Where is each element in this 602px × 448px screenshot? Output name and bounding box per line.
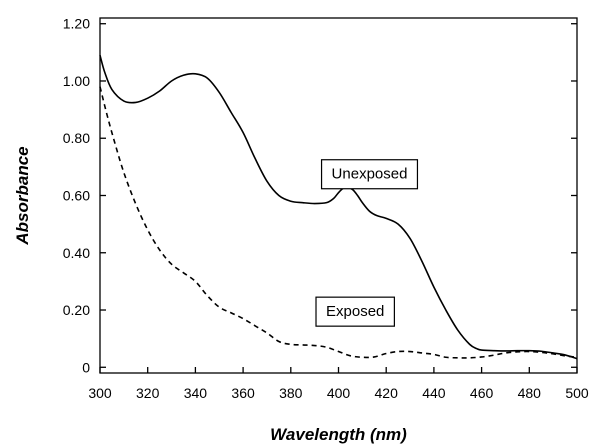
- y-axis-ticks: 0 0.20 0.40 0.60 0.80 1.00 1.20: [63, 16, 577, 375]
- x-tick-label: 480: [518, 385, 542, 401]
- x-tick-label: 460: [470, 385, 494, 401]
- y-tick-label: 0.80: [63, 130, 90, 146]
- y-tick-label: 0.40: [63, 245, 90, 261]
- y-axis-title: Absorbance: [13, 146, 32, 245]
- x-tick-label: 400: [327, 385, 351, 401]
- x-tick-label: 340: [184, 385, 208, 401]
- annotation-box: [315, 296, 395, 327]
- x-tick-label: 320: [136, 385, 160, 401]
- annotation-box: [320, 159, 419, 190]
- annotation-unexposed: Unexposed: [320, 159, 419, 190]
- y-tick-label: 0.20: [63, 302, 90, 318]
- x-tick-label: 360: [231, 385, 255, 401]
- annotations: Unexposed Exposed: [315, 159, 419, 327]
- y-tick-label: 0: [82, 359, 90, 375]
- y-tick-label: 0.60: [63, 188, 90, 204]
- annotation-exposed: Exposed: [315, 296, 395, 327]
- series-line-exposed: [99, 86, 578, 359]
- x-tick-label: 420: [375, 385, 399, 401]
- x-axis-title: Wavelength (nm): [270, 425, 407, 444]
- x-axis-ticks: 300 320 340 360 380 400 420 440 460 480 500: [88, 367, 589, 401]
- x-tick-label: 380: [279, 385, 303, 401]
- y-tick-label: 1.20: [63, 16, 90, 32]
- x-tick-label: 300: [88, 385, 112, 401]
- y-tick-label: 1.00: [63, 73, 90, 89]
- annotation-label: Exposed: [326, 303, 384, 320]
- x-tick-label: 500: [565, 385, 589, 401]
- annotation-label: Unexposed: [332, 166, 408, 183]
- x-tick-label: 440: [422, 385, 446, 401]
